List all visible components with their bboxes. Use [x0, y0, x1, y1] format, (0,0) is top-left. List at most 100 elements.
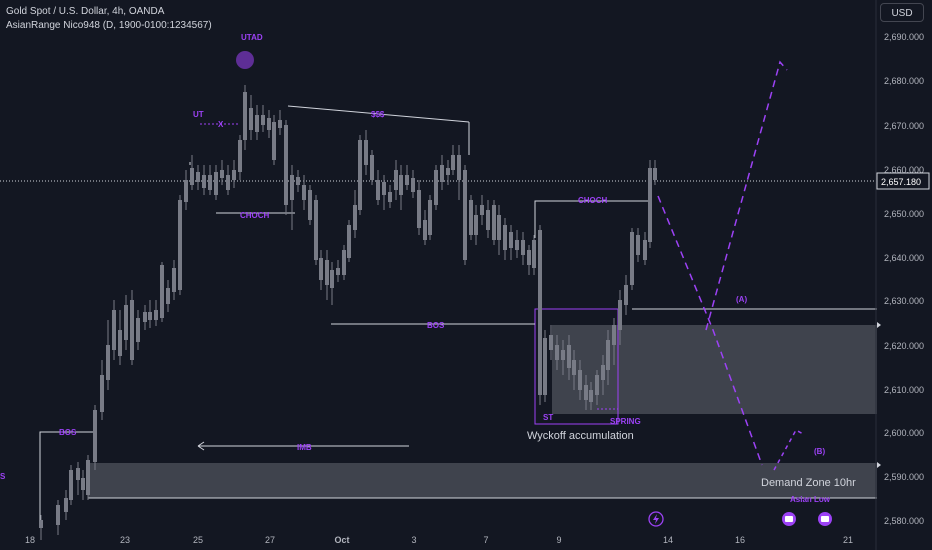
candle [336, 260, 340, 282]
candle [572, 350, 576, 390]
imb-label: IMB [297, 443, 312, 452]
candle [606, 330, 610, 385]
candle [521, 232, 525, 265]
demand-zone-label: Demand Zone 10hr [761, 477, 856, 489]
time-tick-label: 23 [120, 535, 130, 545]
x-mark-label: X [218, 120, 224, 129]
candle [364, 130, 368, 175]
candle [538, 225, 542, 405]
candle [589, 382, 593, 410]
time-tick-label: 21 [843, 535, 853, 545]
candle [166, 280, 170, 312]
candle [278, 110, 282, 135]
candle [457, 145, 461, 200]
candle [296, 170, 300, 192]
candle [423, 210, 427, 245]
candle [124, 295, 128, 350]
symbol-title[interactable]: Gold Spot / U.S. Dollar, 4h, OANDA [6, 6, 165, 17]
event-flag-icon[interactable] [818, 512, 832, 526]
candle [143, 305, 147, 330]
candle [106, 320, 110, 390]
candle [302, 175, 306, 210]
candle [214, 165, 218, 200]
candle [648, 160, 652, 248]
candle [160, 262, 164, 322]
wyckoff-box [534, 308, 619, 425]
candle [388, 185, 392, 208]
asian-low-label: Asian Low [790, 495, 831, 504]
last-price-badge: 2,657.180 [876, 172, 930, 190]
demand-zone-10hr [88, 463, 877, 498]
choch-right-label: CHOCH [578, 196, 608, 205]
candle [86, 455, 90, 500]
candle [549, 325, 553, 360]
candle [451, 145, 455, 175]
candle [39, 515, 43, 540]
candle [428, 195, 432, 240]
price-tick-label: 2,590.000 [884, 472, 924, 482]
candle [154, 300, 158, 326]
candlestick-series [39, 85, 657, 540]
candle [353, 190, 357, 238]
lightning-icon[interactable] [648, 511, 664, 527]
candle [208, 165, 212, 195]
event-flag-icon[interactable] [782, 512, 796, 526]
candle [584, 375, 588, 410]
level-a-label: (A) [736, 295, 747, 304]
supply-demand-zone-upper [552, 325, 877, 414]
candle [249, 95, 253, 140]
candle [232, 160, 236, 188]
price-tick-label: 2,630.000 [884, 296, 924, 306]
time-tick-label: 16 [735, 535, 745, 545]
candle [112, 300, 116, 360]
candle [417, 180, 421, 235]
candle [93, 405, 97, 470]
time-tick-label: 7 [483, 535, 488, 545]
price-tick-label: 2,620.000 [884, 341, 924, 351]
candle [612, 318, 616, 365]
candle [69, 465, 73, 505]
candle [184, 170, 188, 210]
time-tick-label: 3 [411, 535, 416, 545]
candle [136, 310, 140, 350]
candle [178, 195, 182, 295]
price-tick-label: 2,680.000 [884, 76, 924, 86]
candle [118, 310, 122, 365]
time-tick-label: 27 [265, 535, 275, 545]
candle [255, 105, 259, 140]
candle [561, 340, 565, 375]
utad-marker [236, 51, 254, 69]
candle [578, 360, 582, 400]
candle [411, 170, 415, 198]
candle [497, 205, 501, 255]
time-tick-label: 14 [663, 535, 673, 545]
candle [509, 225, 513, 260]
level-b-label: (B) [814, 447, 825, 456]
candle [261, 105, 265, 132]
candle [624, 275, 628, 315]
candle [342, 245, 346, 280]
time-tick-label: Oct [334, 535, 349, 545]
candle [272, 115, 276, 165]
candle [319, 250, 323, 290]
candle [405, 165, 409, 190]
indicator-title[interactable]: AsianRange Nico948 (D, 1900-0100:1234567… [6, 20, 212, 31]
projection-path-b [773, 428, 804, 471]
candle [238, 135, 242, 180]
candle [618, 290, 622, 345]
spring-label: SPRING [610, 417, 641, 426]
candle [486, 200, 490, 238]
candle [226, 165, 230, 195]
candle [469, 195, 473, 240]
candle [347, 220, 351, 262]
candle [81, 470, 85, 500]
edge-label: S [0, 472, 6, 481]
currency-button[interactable]: USD [880, 3, 924, 22]
candle [440, 155, 444, 190]
price-tick-label: 2,580.000 [884, 516, 924, 526]
candle [543, 330, 547, 402]
price-tick-label: 2,660.000 [884, 165, 924, 175]
utad-label: UTAD [241, 33, 263, 42]
candle [284, 120, 288, 215]
